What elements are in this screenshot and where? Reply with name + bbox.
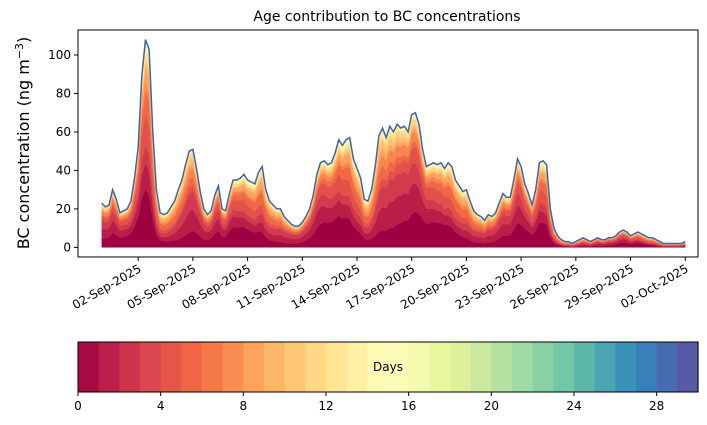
colorbar-cell — [346, 342, 368, 392]
colorbar-cell — [532, 342, 554, 392]
colorbar-cells — [78, 342, 699, 392]
colorbar-label: Days — [373, 360, 403, 374]
colorbar-cell — [78, 342, 100, 392]
colorbar-cell — [140, 342, 162, 392]
colorbar: Days 0 4 8 12 16 20 24 28 — [74, 341, 699, 413]
colorbar-cell — [429, 342, 451, 392]
y-tick-label: 80 — [56, 86, 71, 100]
y-tick-label: 100 — [48, 48, 71, 62]
colorbar-cell — [656, 342, 678, 392]
x-axis: 02-Sep-202505-Sep-202508-Sep-202511-Sep-… — [70, 257, 691, 312]
colorbar-cell — [181, 342, 203, 392]
colorbar-cell — [470, 342, 492, 392]
colorbar-tick-label: 28 — [649, 399, 664, 413]
colorbar-cell — [491, 342, 513, 392]
colorbar-tick-label: 24 — [566, 399, 581, 413]
colorbar-cell — [264, 342, 286, 392]
chart-title: Age contribution to BC concentrations — [253, 9, 520, 25]
total-concentration-line — [101, 39, 686, 245]
colorbar-cell — [553, 342, 575, 392]
colorbar-cell — [243, 342, 265, 392]
colorbar-tick-label: 4 — [157, 399, 165, 413]
y-tick-label: 60 — [56, 125, 71, 139]
y-axis: 0 20 40 60 80 100 — [48, 48, 78, 254]
stacked-area-layers — [101, 39, 686, 248]
colorbar-cell — [512, 342, 534, 392]
colorbar-frame — [77, 341, 699, 393]
colorbar-tick-label: 0 — [74, 399, 82, 413]
colorbar-ticks: 0 4 8 12 16 20 24 28 — [74, 392, 664, 413]
colorbar-cell — [305, 342, 327, 392]
colorbar-cell — [636, 342, 658, 392]
colorbar-cell — [98, 342, 120, 392]
colorbar-cell — [119, 342, 141, 392]
colorbar-cell — [160, 342, 182, 392]
y-tick-label: 0 — [63, 240, 71, 254]
colorbar-tick-label: 12 — [318, 399, 333, 413]
colorbar-cell — [450, 342, 472, 392]
colorbar-cell — [408, 342, 430, 392]
colorbar-tick-label: 20 — [484, 399, 499, 413]
colorbar-cell — [574, 342, 596, 392]
plot-frame — [77, 29, 699, 258]
y-axis-label: BC concentration (ng m−3) — [13, 37, 33, 250]
colorbar-cell — [388, 342, 410, 392]
colorbar-cell — [202, 342, 224, 392]
plot-area — [77, 29, 699, 258]
colorbar-cell — [677, 342, 699, 392]
colorbar-cell — [367, 342, 389, 392]
colorbar-cell — [615, 342, 637, 392]
y-tick-label: 20 — [56, 202, 71, 216]
colorbar-cell — [326, 342, 348, 392]
colorbar-tick-label: 8 — [240, 399, 248, 413]
colorbar-cell — [594, 342, 616, 392]
colorbar-tick-label: 16 — [401, 399, 416, 413]
colorbar-cell — [284, 342, 306, 392]
colorbar-cell — [222, 342, 244, 392]
y-tick-label: 40 — [56, 163, 71, 177]
